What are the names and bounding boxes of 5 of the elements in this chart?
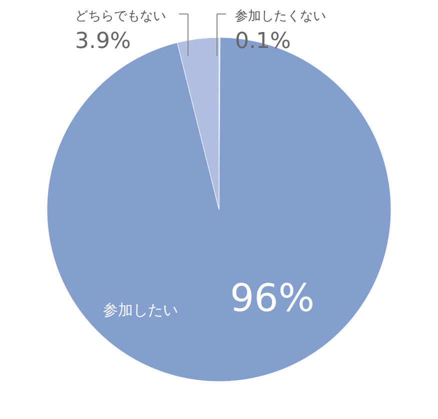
data-label: 3.9%	[75, 29, 131, 54]
data-label: 96%	[230, 276, 314, 320]
slice-label: 参加したい	[103, 301, 178, 319]
slice-label: どちらでもない	[75, 9, 166, 24]
slice-label: 参加したくない	[235, 9, 326, 24]
